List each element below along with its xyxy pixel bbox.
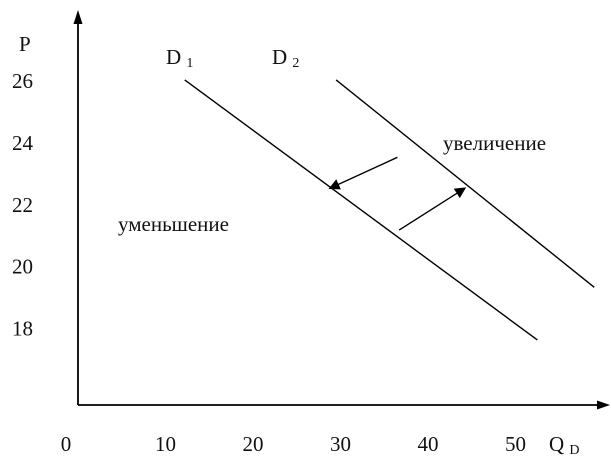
- x-axis-label-main: Q: [549, 432, 564, 456]
- x-tick-label: 40: [418, 432, 439, 456]
- y-axis-arrow-icon: [73, 10, 83, 24]
- x-ticks: 0 10 20 30 40 50: [61, 432, 526, 456]
- y-tick-label: 24: [12, 131, 34, 155]
- y-tick-label: 18: [12, 317, 33, 341]
- decrease-annotation: уменьшение: [118, 212, 229, 236]
- d1-label-main: D: [166, 45, 181, 69]
- d1-curve: [184, 79, 538, 341]
- y-axis-label: P: [19, 32, 31, 56]
- d2-label-main: D: [272, 45, 287, 69]
- x-tick-label: 30: [330, 432, 351, 456]
- x-axis-arrow-icon: [597, 400, 610, 410]
- shift-left-arrow: [328, 156, 398, 190]
- axes: [73, 10, 610, 410]
- x-axis-label: Q D: [549, 432, 580, 458]
- x-tick-label: 50: [505, 432, 526, 456]
- x-tick-label: 0: [61, 432, 72, 456]
- d2-label-sub: 2: [292, 56, 299, 71]
- d1-label: D 1: [166, 45, 193, 71]
- d2-curve: [335, 79, 595, 288]
- x-tick-label: 20: [243, 432, 264, 456]
- x-axis-label-sub: D: [569, 443, 579, 458]
- y-ticks: 18 20 22 24 26: [12, 69, 34, 341]
- increase-annotation: увеличение: [443, 131, 546, 155]
- shift-right-arrow: [398, 187, 467, 231]
- d2-label: D 2: [272, 45, 299, 71]
- arrows-layer: [328, 156, 467, 231]
- y-tick-label: 26: [12, 69, 33, 93]
- x-tick-label: 10: [155, 432, 176, 456]
- y-tick-label: 22: [12, 193, 33, 217]
- y-tick-label: 20: [12, 255, 33, 279]
- series-layer: [184, 79, 595, 341]
- d1-label-sub: 1: [186, 56, 193, 71]
